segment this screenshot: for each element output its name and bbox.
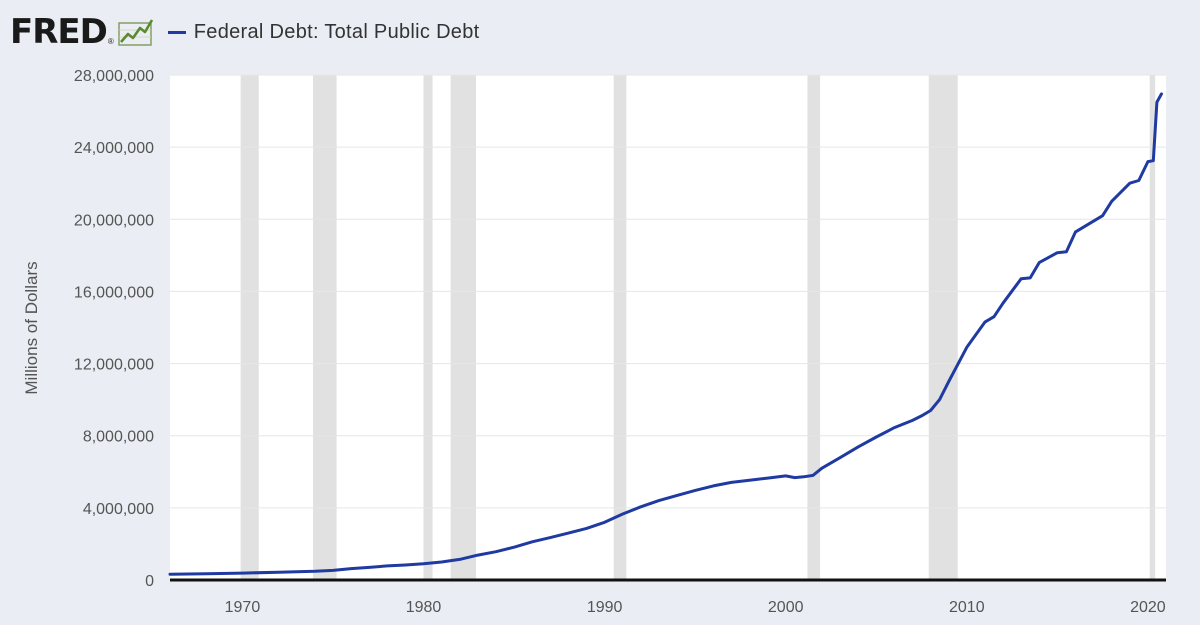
legend[interactable]: Federal Debt: Total Public Debt [167, 20, 480, 44]
y-tick-label-2: 8,000,000 [83, 429, 154, 446]
recession-band-0 [240, 75, 259, 580]
chart-header: FRED ® Federal Debt: Total Public Debt [10, 10, 480, 54]
y-tick-label-6: 24,000,000 [74, 140, 154, 157]
x-tick-label-2: 1990 [587, 599, 623, 616]
y-tick-label-4: 16,000,000 [74, 284, 154, 301]
recession-band-5 [807, 75, 821, 580]
recession-band-7 [1149, 75, 1156, 580]
y-tick-label-7: 28,000,000 [74, 68, 154, 85]
legend-label: Federal Debt: Total Public Debt [193, 20, 480, 43]
legend-swatch [167, 30, 186, 34]
x-tick-label-5: 2020 [1130, 599, 1166, 616]
recession-band-1 [313, 75, 337, 580]
y-tick-label-3: 12,000,000 [74, 357, 154, 374]
series-line-0[interactable] [168, 92, 1163, 576]
x-tick-label-4: 2010 [949, 599, 985, 616]
recession-band-4 [613, 75, 627, 580]
recession-band-6 [928, 75, 958, 580]
y-tick-label-0: 0 [145, 573, 154, 590]
fred-logo[interactable]: FRED [10, 12, 108, 52]
y-tick-label-1: 4,000,000 [83, 501, 154, 518]
recession-band-3 [450, 75, 477, 580]
fred-chart-icon [118, 19, 153, 46]
x-tick-label-0: 1970 [225, 599, 261, 616]
x-tick-label-3: 2000 [768, 599, 804, 616]
x-tick-label-1: 1980 [406, 599, 442, 616]
y-tick-label-5: 20,000,000 [74, 212, 154, 229]
registered-mark: ® [107, 36, 114, 46]
recession-band-2 [423, 75, 433, 580]
